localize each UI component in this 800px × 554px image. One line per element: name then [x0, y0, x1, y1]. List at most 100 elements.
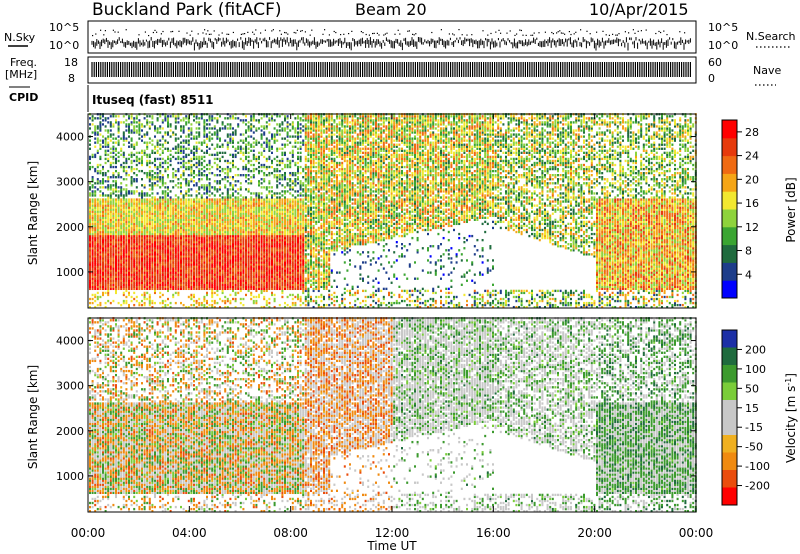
power-cell [201, 284, 203, 286]
power-cell [193, 148, 195, 150]
power-cell [229, 209, 231, 211]
power-cell [157, 176, 159, 178]
power-cell [177, 186, 179, 188]
power-cell [157, 139, 159, 141]
power-cell [209, 217, 211, 219]
power-cell [154, 135, 156, 137]
power-cell [227, 196, 229, 198]
power-cell [162, 235, 164, 237]
power-cell [193, 259, 195, 261]
power-cell [120, 257, 122, 259]
power-cell [167, 209, 169, 211]
power-cell [149, 235, 151, 237]
power-cell [110, 164, 112, 166]
power-cell [105, 172, 107, 174]
power-cell [118, 247, 120, 249]
nsearch-sample [233, 32, 234, 33]
power-cell [94, 202, 96, 204]
power-cell [120, 261, 122, 263]
power-cell [120, 239, 122, 241]
power-cell [185, 202, 187, 204]
power-cell [110, 204, 112, 206]
power-cell [180, 162, 182, 164]
power-cell [180, 245, 182, 247]
power-cell [102, 135, 104, 137]
power-cell [198, 123, 200, 125]
power-cell [177, 231, 179, 233]
power-cell [118, 156, 120, 158]
power-cell [105, 117, 107, 119]
power-cell [92, 273, 94, 275]
power-cell [105, 241, 107, 243]
power-cell [227, 217, 229, 219]
power-cell [133, 117, 135, 119]
power-cell [211, 292, 213, 294]
power-cell [232, 290, 234, 292]
power-cell [136, 174, 138, 176]
power-cell [110, 261, 112, 263]
power-cell [92, 190, 94, 192]
power-cell [141, 198, 143, 200]
power-cell [185, 115, 187, 117]
power-cell [229, 154, 231, 156]
power-cell [89, 243, 91, 245]
power-cell [227, 298, 229, 300]
power-cell [177, 233, 179, 235]
power-cell [162, 206, 164, 208]
power-cell [216, 182, 218, 184]
power-cell [128, 288, 130, 290]
power-cell [107, 180, 109, 182]
power-cell [110, 219, 112, 221]
power-cell [131, 273, 133, 275]
power-cell [183, 166, 185, 168]
power-cell [151, 215, 153, 217]
power-cell [211, 278, 213, 280]
power-cell [157, 253, 159, 255]
power-cell [123, 166, 125, 168]
power-cell [112, 223, 114, 225]
power-cell [141, 241, 143, 243]
power-cell [89, 231, 91, 233]
power-cell [209, 269, 211, 271]
power-cell [118, 190, 120, 192]
power-cell [188, 206, 190, 208]
power-cell [188, 284, 190, 286]
power-cell [115, 239, 117, 241]
power-cell [209, 284, 211, 286]
power-cell [198, 170, 200, 172]
power-cell [110, 213, 112, 215]
power-cell [190, 221, 192, 223]
power-cell [105, 154, 107, 156]
power-cell [232, 280, 234, 282]
power-cell [146, 261, 148, 263]
power-cell [219, 231, 221, 233]
power-cell [157, 263, 159, 265]
power-cell [211, 265, 213, 267]
power-cell [227, 188, 229, 190]
power-cell [149, 304, 151, 306]
power-cell [110, 217, 112, 219]
power-cell [123, 178, 125, 180]
power-cell [222, 121, 224, 123]
power-cell [92, 219, 94, 221]
power-cell [164, 241, 166, 243]
power-cell [214, 231, 216, 233]
power-cell [227, 174, 229, 176]
power-cell [232, 298, 234, 300]
power-cell [107, 227, 109, 229]
power-cell [125, 194, 127, 196]
power-cell [172, 247, 174, 249]
power-cell [170, 280, 172, 282]
power-cell [115, 241, 117, 243]
power-cell [149, 245, 151, 247]
power-cell [144, 211, 146, 213]
power-cell [105, 174, 107, 176]
power-cell [209, 188, 211, 190]
date-title: 10/Apr/2015 [589, 0, 689, 19]
power-cell [193, 221, 195, 223]
power-cell [162, 273, 164, 275]
power-cell [227, 257, 229, 259]
power-cell [159, 209, 161, 211]
power-cell [162, 190, 164, 192]
power-cell [214, 263, 216, 265]
